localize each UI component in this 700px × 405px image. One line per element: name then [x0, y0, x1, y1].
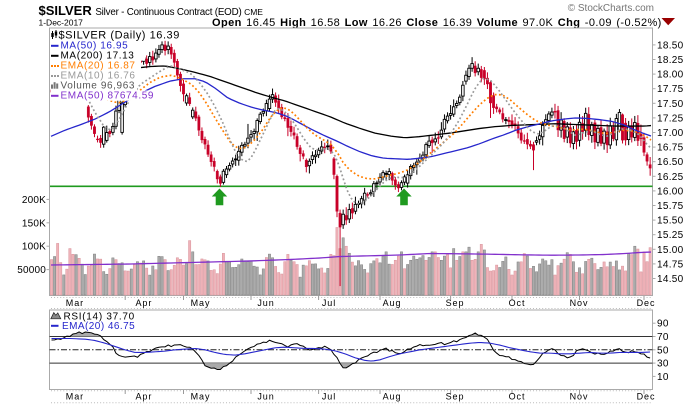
svg-text:EMA(10) 16.76: EMA(10) 16.76 [61, 71, 136, 82]
svg-text:50: 50 [657, 345, 669, 356]
svg-text:10: 10 [657, 372, 669, 383]
svg-text:MA(200) 17.13: MA(200) 17.13 [61, 51, 135, 62]
svg-text:Apr: Apr [136, 298, 153, 308]
svg-text:Open 16.45 High 16.58 Low 16.2: Open 16.45 High 16.58 Low 16.26 Close 16… [212, 17, 662, 29]
svg-text:RSI(14) 37.70: RSI(14) 37.70 [64, 312, 135, 323]
svg-text:16.50: 16.50 [657, 157, 684, 168]
svg-text:16.25: 16.25 [657, 172, 684, 183]
svg-text:100K: 100K [22, 242, 46, 253]
svg-text:18.00: 18.00 [657, 70, 684, 81]
svg-text:30: 30 [657, 359, 669, 370]
svg-text:Sep: Sep [446, 391, 465, 401]
svg-text:15.00: 15.00 [657, 245, 684, 256]
svg-text:18.25: 18.25 [657, 55, 684, 66]
svg-text:Jul: Jul [322, 298, 336, 308]
svg-text:14.50: 14.50 [657, 274, 684, 285]
svg-text:1-Dec-2017: 1-Dec-2017 [39, 18, 84, 28]
svg-text:$SILVER Silver - Continuous Co: $SILVER Silver - Continuous Contract (EO… [39, 3, 264, 18]
svg-text:150K: 150K [22, 218, 46, 229]
svg-text:Sep: Sep [446, 298, 465, 308]
svg-text:16.75: 16.75 [657, 143, 684, 154]
svg-text:17.00: 17.00 [657, 128, 684, 139]
svg-text:Jun: Jun [257, 298, 274, 308]
svg-text:16.00: 16.00 [657, 186, 684, 197]
svg-text:Nov: Nov [570, 391, 589, 401]
svg-text:90: 90 [657, 319, 669, 330]
svg-text:May: May [191, 298, 211, 308]
svg-text:17.25: 17.25 [657, 113, 684, 124]
svg-text:© StockCharts.com: © StockCharts.com [568, 3, 654, 14]
svg-text:Volume 96,963: Volume 96,963 [61, 81, 136, 92]
svg-text:$SILVER (Daily) 16.39: $SILVER (Daily) 16.39 [59, 30, 180, 42]
svg-text:50000: 50000 [17, 265, 46, 276]
svg-text:Mar: Mar [66, 391, 84, 401]
svg-text:Apr: Apr [136, 391, 153, 401]
svg-text:70: 70 [657, 332, 669, 343]
svg-text:15.25: 15.25 [657, 230, 684, 241]
svg-text:15.50: 15.50 [657, 216, 684, 227]
svg-text:Mar: Mar [66, 298, 84, 308]
svg-text:18.50: 18.50 [657, 40, 684, 51]
svg-text:15.75: 15.75 [657, 201, 684, 212]
svg-text:Nov: Nov [570, 298, 589, 308]
svg-text:Aug: Aug [383, 391, 402, 401]
svg-text:17.50: 17.50 [657, 99, 684, 110]
svg-text:EMA(50) 87674.59: EMA(50) 87674.59 [61, 91, 155, 102]
svg-text:Jul: Jul [322, 391, 336, 401]
svg-text:Oct: Oct [509, 391, 526, 401]
svg-text:17.75: 17.75 [657, 84, 684, 95]
svg-text:Jun: Jun [257, 391, 274, 401]
svg-text:200K: 200K [22, 195, 46, 206]
svg-text:MA(50) 16.95: MA(50) 16.95 [61, 41, 129, 52]
svg-text:Oct: Oct [509, 298, 526, 308]
svg-text:Dec: Dec [637, 391, 656, 401]
svg-text:14.75: 14.75 [657, 259, 684, 270]
svg-text:EMA(20) 16.87: EMA(20) 16.87 [61, 61, 136, 72]
svg-text:EMA(20) 46.75: EMA(20) 46.75 [62, 321, 135, 332]
svg-text:May: May [191, 391, 211, 401]
svg-text:Dec: Dec [637, 298, 656, 308]
svg-text:Aug: Aug [383, 298, 402, 308]
